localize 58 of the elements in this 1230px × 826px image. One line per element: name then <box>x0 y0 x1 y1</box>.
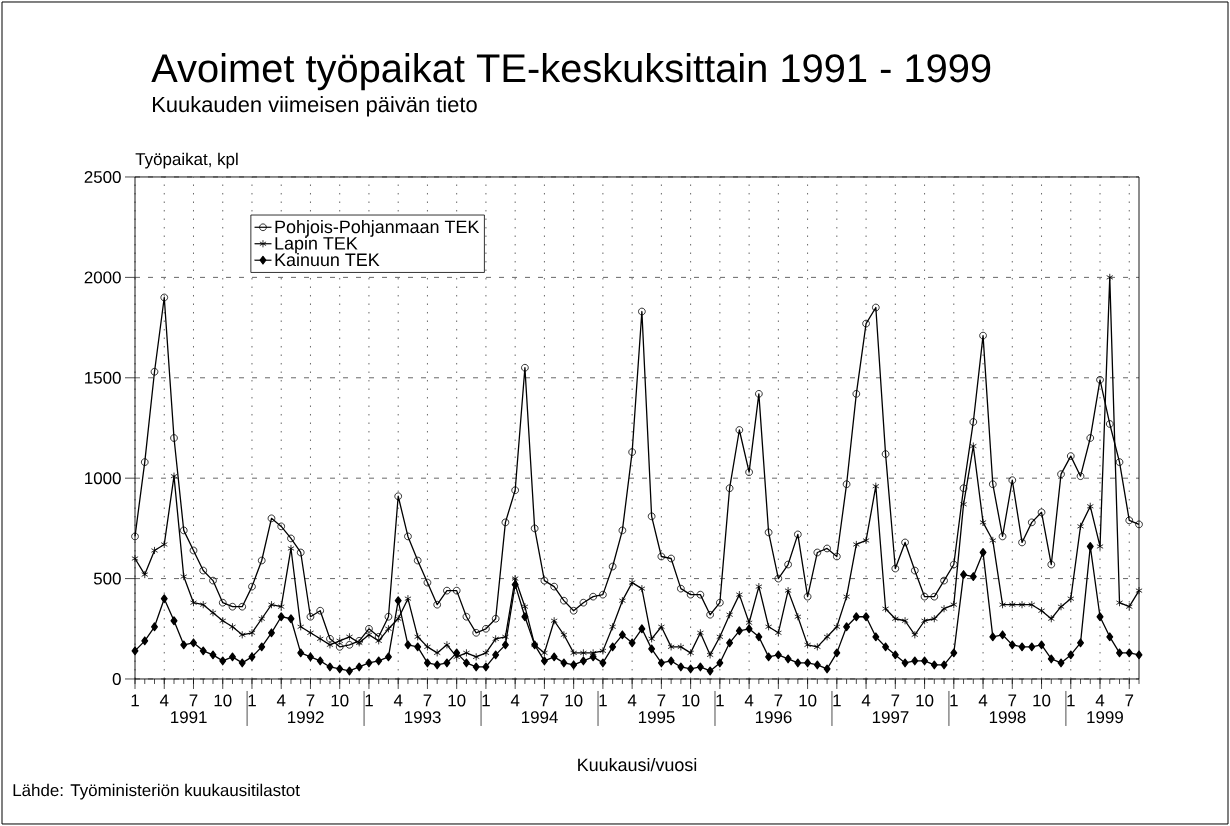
x-tick-label: 4 <box>276 694 286 707</box>
y-tick-label: 2000 <box>84 271 121 284</box>
legend-label: Kainuun TEK <box>275 252 380 267</box>
x-tick-label: 1 <box>248 694 256 707</box>
text: 1994 <box>521 711 558 724</box>
y-axis-title: Työpaikat, kpl <box>135 152 238 169</box>
legend-label: Lapin TEK <box>275 236 358 254</box>
y-tick-label: 500 <box>93 572 121 585</box>
text: 1995 <box>638 711 675 724</box>
x-tick-label: 4 <box>159 694 169 707</box>
x-tick-label: 10 <box>565 694 583 707</box>
x-tick-label: 4 <box>393 694 403 707</box>
x-tick-label: 1 <box>716 694 724 707</box>
x-tick-label: 7 <box>306 694 315 707</box>
x-tick-label: 10 <box>1033 694 1051 707</box>
x-tick-label: 10 <box>916 694 934 707</box>
x-tick-label: 7 <box>540 694 549 707</box>
text: 1992 <box>288 711 324 724</box>
x-tick-label: 4 <box>510 694 520 707</box>
x-tick-label: 4 <box>978 694 988 707</box>
x-tick-label: 7 <box>774 694 783 707</box>
x-tick-label: 7 <box>1008 694 1017 707</box>
text: 1998 <box>989 711 1026 724</box>
x-tick-label: 1 <box>1067 694 1075 707</box>
x-tick-label: 10 <box>799 694 817 707</box>
text: Lähde: Työministeriön kuukausitilastot <box>13 783 300 800</box>
text: 1993 <box>405 711 441 724</box>
x-tick-label: 10 <box>448 694 466 707</box>
text: 1999 <box>1087 711 1123 724</box>
x-tick-label: 7 <box>189 694 198 707</box>
chart-title: Avoimet työpaikat TE-keskuksittain 1991 - 1999 <box>151 53 991 91</box>
chart-subtitle: Kuukauden viimeisen päivän tieto <box>153 96 477 117</box>
x-tick-label: 4 <box>744 694 754 707</box>
x-tick-label: 7 <box>657 694 666 707</box>
text: 1997 <box>872 711 909 724</box>
x-axis-title: Kuukausi/vuosi <box>578 757 697 772</box>
text: 1996 <box>755 711 792 724</box>
x-tick-label: 1 <box>482 694 490 707</box>
x-tick-label: 4 <box>1095 694 1105 707</box>
x-tick-label: 1 <box>599 694 607 707</box>
x-tick-label: 1 <box>833 694 841 707</box>
x-tick-label: 7 <box>1125 694 1134 707</box>
y-tick-label: 2500 <box>84 170 121 183</box>
y-tick-label: 1500 <box>85 371 121 384</box>
x-tick-label: 10 <box>331 694 349 707</box>
y-tick-label: 0 <box>112 672 121 685</box>
x-tick-label: 1 <box>131 694 139 707</box>
x-tick-label: 7 <box>423 694 432 707</box>
x-tick-label: 10 <box>214 694 232 707</box>
x-tick-label: 1 <box>365 694 373 707</box>
x-tick-label: 4 <box>861 694 871 707</box>
x-tick-label: 7 <box>891 694 900 707</box>
x-tick-label: 4 <box>627 694 637 707</box>
x-tick-label: 1 <box>950 694 958 707</box>
y-tick-label: 1000 <box>85 472 121 485</box>
x-tick-label: 10 <box>682 694 700 707</box>
legend-label: Pohjois-Pohjanmaan TEK <box>275 220 480 237</box>
text: 1991 <box>171 711 207 724</box>
